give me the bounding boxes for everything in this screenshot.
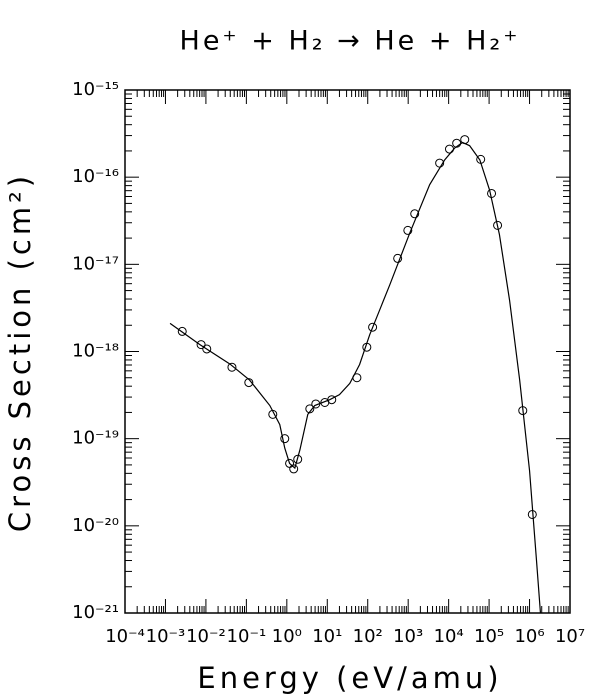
data-point	[493, 220, 503, 230]
data-point	[305, 404, 315, 414]
fit-line	[169, 141, 542, 614]
data-point	[289, 464, 299, 474]
data-point	[202, 344, 212, 354]
data-point	[444, 144, 454, 154]
data-point	[403, 225, 413, 235]
x-axis-label: Energy (eV/amu)	[197, 661, 502, 695]
x-tick-label: 10¹	[312, 626, 342, 647]
x-tick-label: 10⁶	[514, 626, 544, 647]
data-point	[268, 409, 278, 419]
y-tick-label: 10⁻¹⁷	[72, 253, 119, 274]
y-tick-label: 10⁻¹⁵	[72, 79, 119, 100]
data-point	[293, 454, 303, 464]
data-point	[177, 326, 187, 336]
x-tick-label: 10⁻³	[146, 626, 186, 647]
data-point	[227, 362, 237, 372]
data-point	[280, 434, 290, 444]
y-tick-label: 10⁻¹⁶	[72, 166, 119, 187]
x-tick-label: 10³	[393, 626, 423, 647]
y-tick-label: 10⁻¹⁸	[72, 341, 119, 362]
x-tick-label: 10⁻¹	[227, 626, 267, 647]
data-point	[362, 342, 372, 352]
data-point	[487, 188, 497, 198]
data-point	[327, 395, 337, 405]
chart-title: He⁺ + H₂ → He + H₂⁺	[180, 26, 521, 57]
data-point	[527, 509, 537, 519]
y-tick-label: 10⁻¹⁹	[72, 428, 119, 449]
y-tick-label: 10⁻²¹	[72, 602, 119, 623]
data-point	[352, 373, 362, 383]
data-point	[196, 340, 206, 350]
data-point	[311, 399, 321, 409]
x-tick-label: 10⁰	[272, 626, 302, 647]
data-point	[435, 158, 445, 168]
plot-frame	[124, 89, 571, 614]
data-point	[410, 209, 420, 219]
x-tick-label: 10⁻²	[186, 626, 226, 647]
data-point	[368, 322, 378, 332]
x-tick-label: 10⁻⁴	[105, 626, 145, 647]
data-point	[244, 378, 254, 388]
x-tick-label: 10⁷	[555, 626, 585, 647]
data-point	[460, 135, 470, 145]
data-point	[452, 138, 462, 148]
x-tick-label: 10²	[353, 626, 383, 647]
y-tick-label: 10⁻²⁰	[72, 515, 119, 536]
data-point	[393, 253, 403, 263]
y-axis-label: Cross Section (cm²)	[3, 172, 37, 532]
data-point	[476, 154, 486, 164]
data-point	[518, 406, 528, 416]
x-tick-label: 10⁴	[434, 626, 464, 647]
x-tick-label: 10⁵	[474, 626, 504, 647]
